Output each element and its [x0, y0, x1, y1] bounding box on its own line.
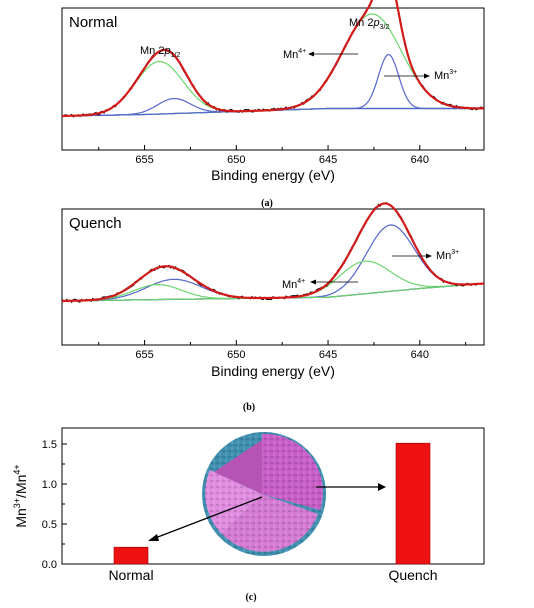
panel-a-frame	[61, 7, 485, 151]
arrow-to-normal-bar-head	[148, 534, 159, 541]
panel-b-caption: (b)	[243, 402, 255, 413]
bar-quench	[395, 442, 431, 565]
panel-c-bars	[113, 442, 431, 565]
panel-a-xps-normal: Normal 655 650 645 640 Binding energy (eV) …	[61, 0, 485, 209]
panel-c-y-tick-label-1: 0.5	[42, 519, 57, 531]
panel-c-y-tick-label-0: 0.0	[42, 559, 57, 571]
panel-a-x-tick-label-2: 645	[319, 154, 337, 166]
bar-normal	[113, 546, 149, 565]
panel-a-raw-data	[61, 0, 485, 118]
panel-a-curves	[61, 0, 485, 118]
annotation-mn3-b: Mn3+	[436, 249, 459, 262]
panel-b-frame	[61, 208, 485, 346]
panel-b-fit-envelope	[62, 202, 485, 303]
panel-c-y-tick-label-2: 1.0	[42, 479, 57, 491]
panel-b-x-tick-label-1: 650	[227, 349, 245, 361]
panel-a-component-0	[62, 13, 484, 117]
nanoparticle-cutaway-inset	[202, 432, 326, 556]
core-texture	[205, 433, 323, 552]
panel-c-y-axis-title: Mn3+/Mn4+	[12, 464, 29, 527]
panel-b-x-tick-label-0: 655	[135, 349, 153, 361]
panel-c-frame	[61, 427, 485, 565]
panel-b-label: Quench	[69, 215, 122, 232]
category-label-quench: Quench	[388, 567, 437, 583]
panel-b-xps-quench: Quench 655 650 645 640 Binding energy (eV) …	[61, 201, 485, 413]
panel-c-caption: (c)	[245, 592, 256, 603]
panel-a-label: Normal	[69, 14, 117, 31]
arrow-mn3-a-head	[424, 73, 430, 79]
annotation-mn4-a: Mn4+	[283, 48, 306, 61]
panel-b-x-ticks: 655 650 645 640	[98, 340, 467, 361]
panel-b-raw-data	[61, 201, 484, 304]
panel-b-x-axis-title: Binding energy (eV)	[211, 363, 335, 379]
arrow-to-normal-bar	[149, 496, 263, 541]
arrow-mn4-a-head	[308, 51, 314, 57]
panel-a-x-tick-label-3: 640	[411, 154, 429, 166]
category-label-normal: Normal	[108, 567, 153, 583]
panel-a-x-axis-title: Binding energy (eV)	[211, 167, 335, 183]
panel-c-ratio-bar-chart: 0.0 0.5 1.0 1.5 Mn3+/Mn4+ Normal Quench	[12, 427, 485, 603]
core-cut-face-back	[214, 440, 262, 494]
panel-a-component-3	[62, 97, 484, 117]
panel-a-caption: (a)	[261, 198, 273, 209]
panel-b-x-tick-label-3: 640	[411, 349, 429, 361]
panel-a-x-tick-label-1: 650	[227, 154, 245, 166]
arrow-to-quench-bar-head	[378, 483, 386, 491]
annotation-mn3-a: Mn3+	[434, 69, 457, 82]
panel-b-component-1	[62, 260, 485, 302]
panel-c-y-ticks: 0.0 0.5 1.0 1.5	[42, 439, 67, 571]
panel-b-curves	[61, 201, 485, 304]
annotation-mn2p12: Mn 2p1/2	[140, 45, 180, 59]
arrow-mn4-b-head	[310, 279, 316, 285]
panel-c-y-tick-label-3: 1.5	[42, 439, 57, 451]
panel-a-fit-envelope	[62, 0, 484, 118]
panel-b-x-tick-label-2: 645	[319, 349, 337, 361]
annotation-mn4-b: Mn4+	[282, 278, 305, 291]
annotation-mn2p32: Mn 2p3/2	[349, 17, 389, 31]
panel-a-x-ticks: 655 650 645 640	[98, 145, 467, 166]
panel-a-x-tick-label-0: 655	[135, 154, 153, 166]
arrow-mn3-b-head	[426, 253, 432, 259]
